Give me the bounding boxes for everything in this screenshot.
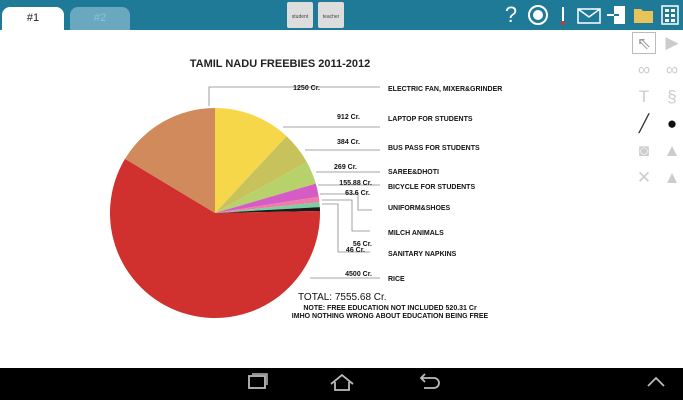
select-arrow-icon[interactable]: ⇖ [632, 32, 656, 54]
camera-icon[interactable]: ◙ [638, 141, 650, 160]
pie-slice-laptop-for-students [215, 108, 287, 213]
top-bar: #1 #2 student teacher ? [0, 0, 683, 30]
delete-icon[interactable]: ✕ [636, 168, 652, 187]
text-icon[interactable]: T [638, 87, 650, 106]
pie-slice-uniform-shoes [215, 196, 320, 213]
link-icon[interactable]: ∞ [637, 60, 651, 79]
help-icon[interactable]: ? [504, 2, 518, 27]
pie-slice-bicycle-for-students [215, 183, 319, 213]
pie-slice-bus-pass-for-students [215, 136, 307, 213]
slice-name-label: RICE [388, 276, 405, 283]
pie-slice-sanitary-napkins [215, 207, 320, 213]
grid-icon[interactable] [660, 4, 680, 26]
slice-name-label: LAPTOP FOR STUDENTS [388, 116, 473, 123]
tab-1[interactable]: #1 [2, 7, 64, 30]
freehand-icon[interactable]: § [667, 87, 677, 106]
note-line-2: IMHO NOTHING WRONG ABOUT EDUCATION BEING… [292, 313, 489, 320]
avatar-student[interactable]: student [287, 2, 313, 28]
slice-value-label: 46 Cr. [346, 247, 365, 254]
slice-name-label: ELECTRIC FAN, MIXER&GRINDER [388, 86, 502, 93]
slice-value-label: 1250 Cr. [293, 85, 320, 92]
whiteboard-canvas[interactable]: TAMIL NADU FREEBIES 2011-2012 1250 Cr. EL… [0, 30, 683, 368]
slice-name-label: SAREE&DHOTI [388, 169, 439, 176]
slice-name-label: UNIFORM&SHOES [388, 205, 451, 212]
folder-icon[interactable] [632, 4, 656, 26]
pointer-icon[interactable]: ▶ [665, 33, 679, 52]
android-nav-bar [0, 368, 683, 400]
brush-icon[interactable]: ● [666, 114, 678, 133]
unlink-icon[interactable]: ∞ [665, 60, 679, 79]
pie-slice-milch-animals [215, 202, 320, 213]
avatar-teacher[interactable]: teacher [318, 2, 344, 28]
exit-icon[interactable] [605, 4, 627, 26]
pie-slice-electric-fan-mixer-grinder [125, 108, 215, 213]
mail-icon[interactable] [576, 4, 602, 26]
slice-value-label: 56 Cr. [353, 241, 372, 248]
slice-value-label: 912 Cr. [337, 114, 360, 121]
chart-title: TAMIL NADU FREEBIES 2011-2012 [190, 58, 371, 70]
slice-value-label: 63.6 Cr. [345, 190, 370, 197]
pie-slice-saree-dhoti [215, 162, 316, 213]
note-line-1: NOTE: FREE EDUCATION NOT INCLUDED 520.31… [303, 305, 477, 312]
back-icon[interactable] [416, 372, 442, 397]
slice-value-label: 155.88 Cr. [339, 180, 372, 187]
home-icon[interactable] [328, 372, 356, 397]
slice-name-label: BUS PASS FOR STUDENTS [388, 145, 480, 152]
slice-name-label: MILCH ANIMALS [388, 230, 444, 237]
line-icon[interactable]: ╱ [638, 114, 650, 133]
total-label: TOTAL: 7555.68 Cr. [298, 292, 387, 303]
record-icon[interactable] [526, 4, 550, 26]
pie-chart: TAMIL NADU FREEBIES 2011-2012 1250 Cr. EL… [109, 58, 502, 320]
collapse-up-icon[interactable] [645, 372, 667, 397]
pie-slice-rice [109, 158, 320, 318]
slice-value-label: 384 Cr. [337, 139, 360, 146]
slice-value-label: 4500 Cr. [345, 271, 372, 278]
image-icon[interactable]: ▲ [663, 141, 681, 160]
slice-name-label: BICYCLE FOR STUDENTS [388, 184, 475, 191]
recent-apps-icon[interactable] [245, 372, 269, 397]
tab-2[interactable]: #2 [70, 7, 130, 30]
pen-icon[interactable] [555, 4, 571, 26]
eraser-icon[interactable]: ▲ [663, 168, 681, 187]
slice-value-label: 269 Cr. [334, 164, 357, 171]
slice-name-label: SANITARY NAPKINS [388, 251, 457, 258]
